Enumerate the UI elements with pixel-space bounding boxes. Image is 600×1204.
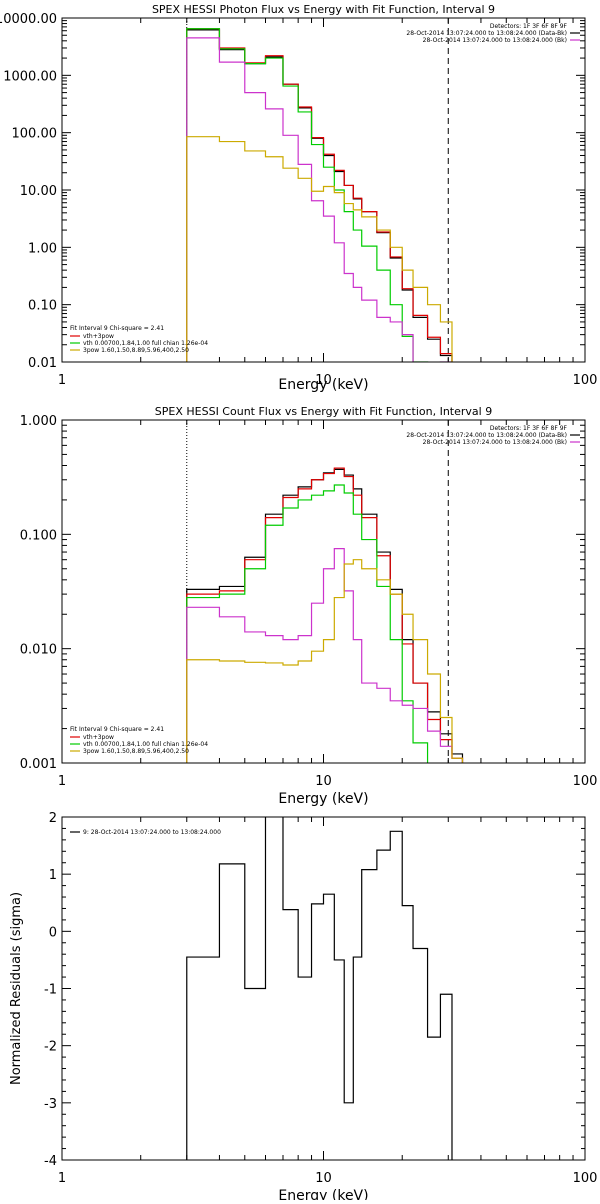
chart-title: SPEX HESSI Count Flux vs Energy with Fit… (155, 405, 492, 418)
legend-label: 3pow 1.60,1.50,8.89,5.96,400,2.50 (83, 748, 189, 755)
info-line: 28-Oct-2014 13:07:24.000 to 13:08:24.000… (423, 37, 567, 44)
chart-panel-1: SPEX HESSI Photon Flux vs Energy with Fi… (0, 3, 597, 393)
legend-label: vth+3pow (83, 734, 114, 741)
series-line-1 (186, 817, 453, 1160)
y-tick-label: -4 (44, 1154, 57, 1169)
y-tick-label: 0.010 (20, 643, 57, 658)
x-tick-label: 1 (58, 774, 66, 789)
x-tick-label: 1 (58, 373, 66, 388)
chart-panel-2: SPEX HESSI Count Flux vs Energy with Fit… (20, 405, 598, 807)
plot-frame (61, 419, 586, 764)
info-line: 28-Oct-2014 13:07:24.000 to 13:08:24.000… (406, 432, 567, 439)
series-line-1 (186, 468, 464, 763)
series-line-1 (186, 29, 453, 362)
y-tick-label: 0.10 (28, 299, 57, 314)
y-tick-label: 1000.00 (3, 69, 57, 84)
info-line: 28-Oct-2014 13:07:24.000 to 13:08:24.000… (423, 439, 567, 446)
series-line-3 (186, 484, 464, 763)
fit-info: Fit Interval 9 Chi-square = 2.41 (70, 325, 164, 332)
chart-title: SPEX HESSI Photon Flux vs Energy with Fi… (152, 3, 495, 16)
legend-label: 3pow 1.60,1.50,8.89,5.96,400,2.50 (83, 347, 189, 354)
series-line-2 (186, 28, 453, 362)
y-tick-label: -2 (44, 1040, 57, 1055)
x-tick-label: 100 (573, 1171, 598, 1186)
y-axis-label: Normalized Residuals (sigma) (9, 892, 24, 1085)
x-tick-label: 10 (315, 774, 332, 789)
series-line-4 (186, 37, 452, 362)
y-tick-label: 0.100 (20, 528, 57, 543)
series-line-4 (186, 548, 464, 763)
x-tick-label: 100 (573, 373, 598, 388)
y-tick-label: 100.00 (12, 127, 58, 142)
x-tick-label: 100 (573, 774, 598, 789)
y-tick-label: 1.000 (20, 414, 57, 429)
legend-label: vth+3pow (83, 333, 114, 340)
x-axis-label: Energy (keV) (278, 791, 368, 807)
plot-frame (61, 816, 586, 1161)
y-tick-label: 1.00 (28, 241, 57, 256)
info-line: Detectors: 1F 3F 6F 8F 9F (490, 425, 568, 432)
y-tick-label: 1 (49, 868, 57, 883)
x-tick-label: 1 (58, 1171, 66, 1186)
y-tick-label: -3 (44, 1097, 57, 1112)
y-tick-label: 2 (49, 811, 57, 826)
series-line-5 (186, 559, 464, 763)
series-line-3 (186, 28, 453, 362)
legend-label: vth 0.00700,1.84,1.00 full chian 1.26e-0… (83, 340, 208, 347)
y-tick-label: 10000.00 (0, 12, 57, 27)
info-line: Detectors: 1F 3F 6F 8F 9F (490, 23, 568, 30)
y-tick-label: 0.001 (20, 757, 57, 772)
fit-info: Fit Interval 9 Chi-square = 2.41 (70, 726, 164, 733)
plot-frame (61, 17, 586, 363)
x-axis-label: Energy (keV) (278, 377, 368, 393)
chart-panel-3: 1 10 100 Energy (keV) -4 -3 -2 -1 0 1 2 Normalized … (9, 811, 598, 1204)
series-line-2 (186, 467, 464, 763)
legend-label: 9: 28-Oct-2014 13:07:24.000 to 13:08:24.… (83, 829, 221, 836)
info-line: 28-Oct-2014 13:07:24.000 to 13:08:24.000… (406, 30, 567, 37)
y-tick-label: 0 (49, 925, 57, 940)
y-tick-label: 10.00 (20, 184, 57, 199)
y-tick-label: 0.01 (28, 356, 57, 371)
x-axis-label: Energy (keV) (278, 1188, 368, 1200)
y-tick-label: -1 (44, 983, 57, 998)
legend-label: vth 0.00700,1.84,1.00 full chian 1.26e-0… (83, 741, 208, 748)
x-tick-label: 10 (315, 1171, 332, 1186)
series-line-5 (186, 136, 453, 362)
x-tick-label: 10 (315, 373, 332, 388)
